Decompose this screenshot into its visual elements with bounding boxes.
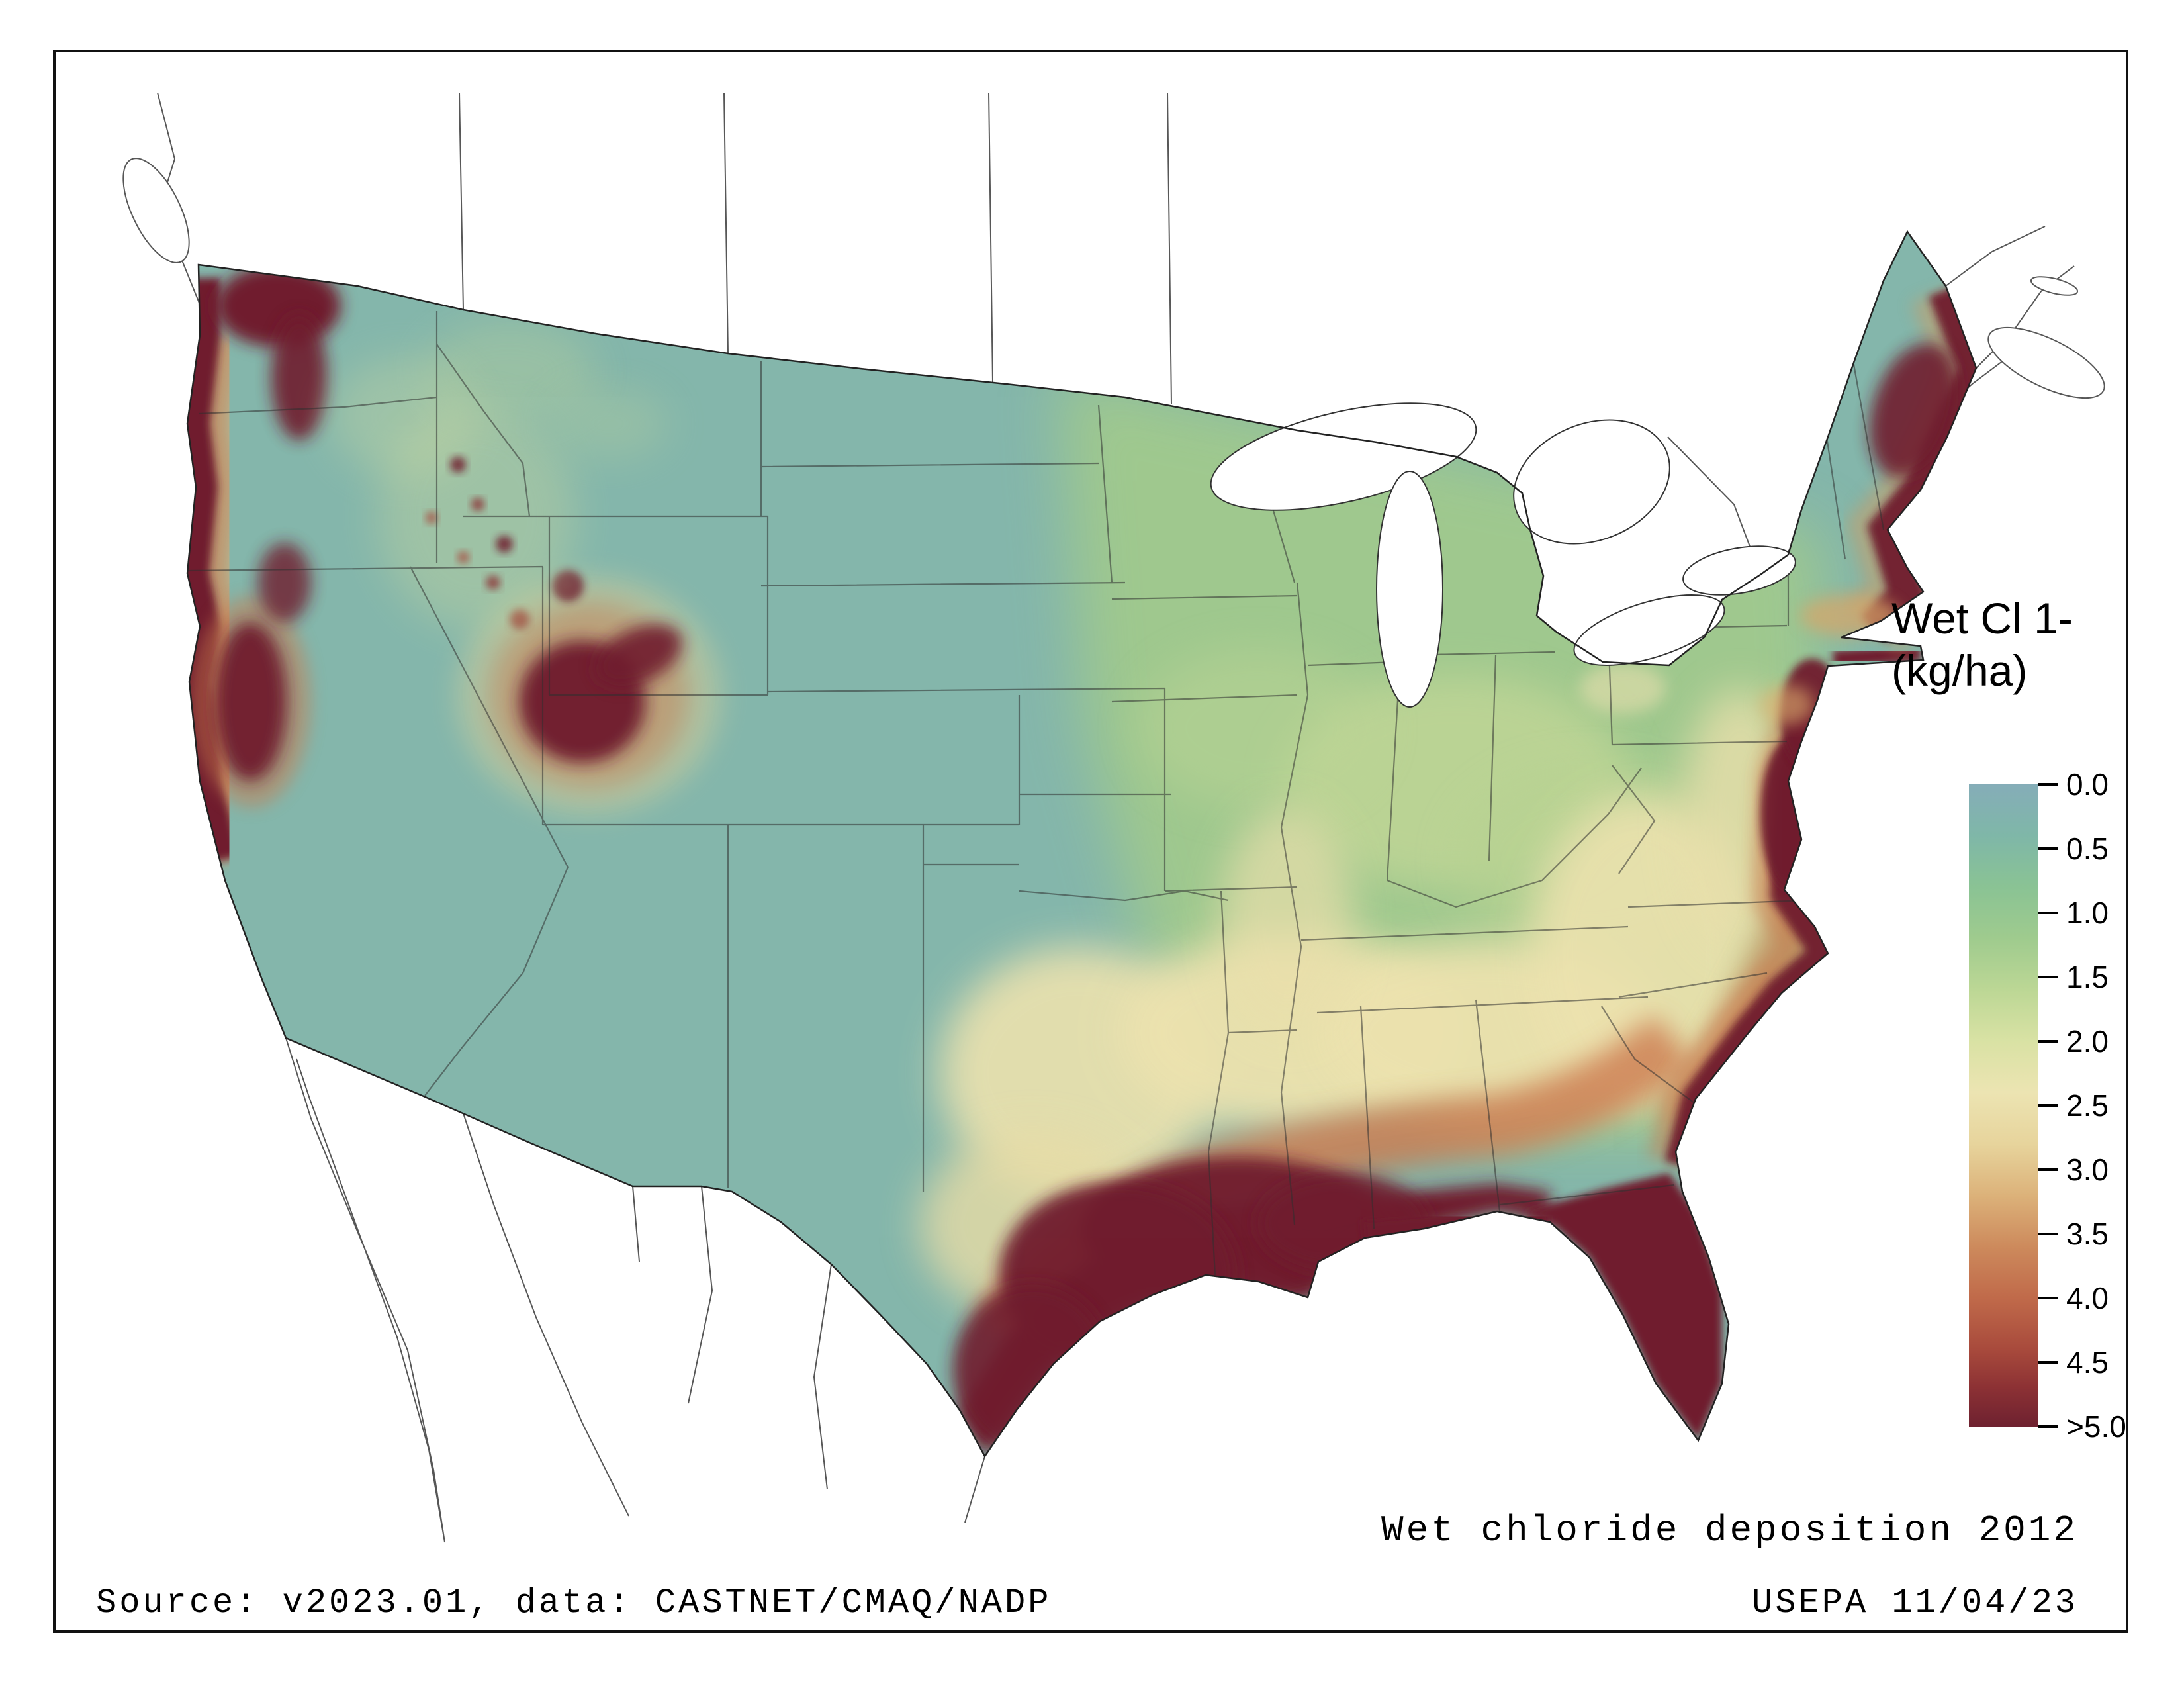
agency-caption: USEPA 11/04/23 [1752,1583,2078,1622]
tick-label: 4.5 [2066,1345,2109,1380]
tick-mark [2038,1425,2058,1428]
legend-colorbar: 0.0 0.5 1.0 1.5 2.0 2.5 3.0 3.5 4.0 4.5 … [1969,767,2167,1444]
legend-tick: 2.0 [2038,1023,2109,1060]
tick-mark [2038,1233,2058,1235]
lake-michigan [1376,471,1443,708]
lake-huron [1513,419,1670,545]
tick-label: 1.0 [2066,896,2109,930]
tick-mark [2038,783,2058,786]
tick-mark [2038,847,2058,850]
state-borders [187,311,1885,1276]
legend-tick: >5.0 [2038,1408,2126,1445]
tick-label: 3.5 [2066,1217,2109,1251]
legend-tick: 1.5 [2038,959,2109,996]
tick-label: 3.0 [2066,1152,2109,1187]
legend-title: Wet Cl 1- (kg/ha) [1891,592,2073,697]
tick-mark [2038,912,2058,914]
tick-mark [2038,1040,2058,1043]
legend-tick: 3.5 [2038,1215,2109,1252]
tick-label: 4.0 [2066,1281,2109,1315]
tick-mark [2038,1297,2058,1299]
legend-title-line2: (kg/ha) [1891,646,2028,696]
tick-label: 1.5 [2066,960,2109,994]
legend-tick: 4.5 [2038,1344,2109,1381]
legend-tick: 1.0 [2038,894,2109,931]
legend-tick: 0.5 [2038,830,2109,867]
great-lakes [1210,402,1796,708]
colorbar-gradient [1969,784,2038,1427]
legend-tick: 3.0 [2038,1151,2109,1188]
tick-label: >5.0 [2066,1409,2126,1444]
source-caption: Source: v2023.01, data: CASTNET/CMAQ/NAD… [96,1583,1052,1622]
tick-label: 0.5 [2066,831,2109,866]
legend-tick: 2.5 [2038,1087,2109,1124]
tick-mark [2038,1168,2058,1171]
map-title: Wet chloride deposition 2012 [1381,1509,2078,1552]
tick-label: 0.0 [2066,767,2109,802]
legend-tick: 4.0 [2038,1280,2109,1317]
tick-label: 2.0 [2066,1024,2109,1058]
tick-mark [2038,976,2058,978]
tick-label: 2.5 [2066,1088,2109,1123]
lake-ontario [1682,545,1796,596]
lake-erie [1573,594,1725,666]
tick-mark [2038,1361,2058,1364]
mexico-outlines [285,1037,985,1543]
legend-tick: 0.0 [2038,766,2109,803]
tick-mark [2038,1104,2058,1107]
figure-frame [53,50,2128,1633]
lake-superior [1210,402,1477,511]
legend-title-line1: Wet Cl 1- [1891,594,2073,643]
